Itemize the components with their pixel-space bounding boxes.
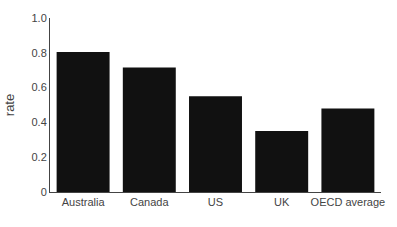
svg-text:0.8: 0.8 [32,47,47,59]
svg-text:1.0: 1.0 [32,12,47,24]
svg-text:0.2: 0.2 [32,151,47,163]
svg-text:rate: rate [2,94,17,116]
svg-text:Canada: Canada [130,196,169,208]
svg-text:US: US [208,196,223,208]
svg-text:0.4: 0.4 [32,116,47,128]
svg-text:0.6: 0.6 [32,81,47,93]
svg-text:UK: UK [274,196,290,208]
svg-text:OECD average: OECD average [311,196,386,208]
svg-text:Australia: Australia [62,196,106,208]
svg-text:0: 0 [41,186,47,198]
